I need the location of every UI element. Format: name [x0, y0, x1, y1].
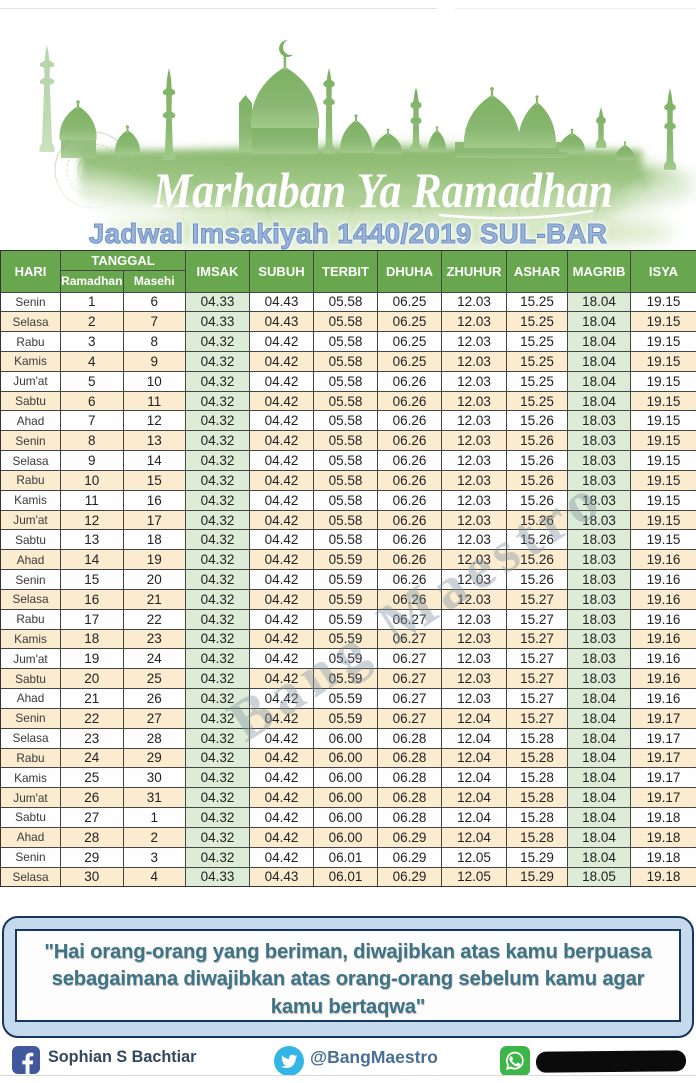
svg-text:Marhaban Ya Ramadhan: Marhaban Ya Ramadhan	[152, 162, 613, 218]
